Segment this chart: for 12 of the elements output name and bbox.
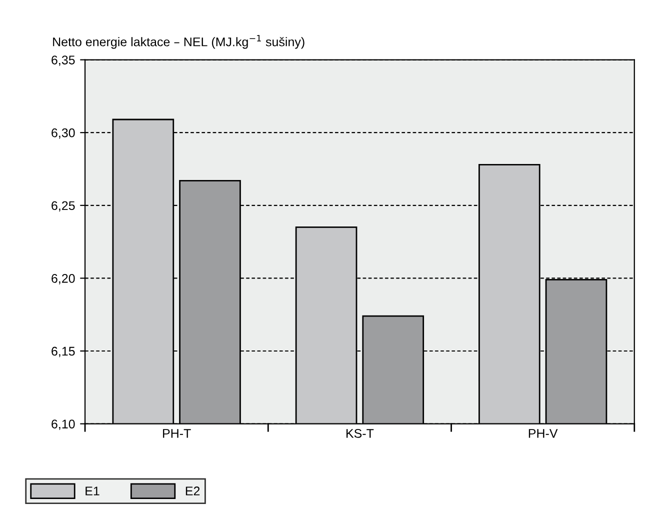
y-tick-label: 6,25 [52,201,75,212]
y-tick-label: 6,20 [52,274,75,284]
legend-label: E1 [86,486,100,496]
y-tick-label: 6,15 [52,346,75,358]
x-tick-label: KS-T [346,428,374,438]
y-axis-title: Netto energie laktace – NEL (MJ.kg$^{−1}$ sušiny) [53,35,304,49]
legend-label: E2 [186,486,200,496]
y-tick-label: 6,30 [52,128,75,139]
x-tick-label: PH-T [163,429,191,438]
y-tick-label: 6,35 [52,56,75,66]
x-tick-label: PH-V [528,429,558,438]
y-tick-label: 6,10 [52,420,75,430]
